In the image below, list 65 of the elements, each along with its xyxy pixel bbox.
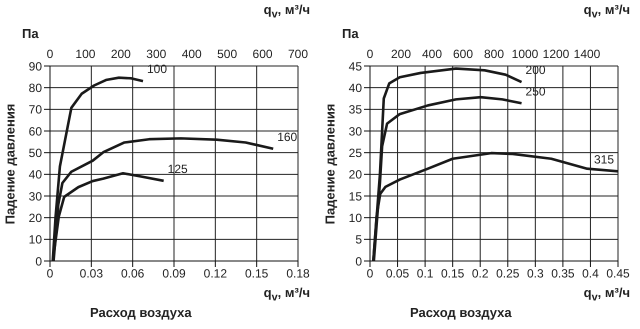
x-tick-label: 0 xyxy=(366,266,374,281)
x2-tick-label: 700 xyxy=(288,47,308,61)
x-tick-label: 0.4 xyxy=(582,266,600,281)
series-label: 160 xyxy=(277,130,298,144)
text: Па xyxy=(22,26,39,41)
y-tick-label: 35 xyxy=(348,102,362,117)
y-axis-title: Падение давления xyxy=(322,103,338,224)
x-tick-label: 0.09 xyxy=(162,266,186,281)
y-tick-label: 90 xyxy=(28,59,42,74)
series-label: 315 xyxy=(594,152,614,166)
y-tick-label: 40 xyxy=(348,80,362,95)
y-tick-label: 10 xyxy=(28,232,42,247)
y-tick-label: 0 xyxy=(355,254,362,268)
y-tick-label: 0 xyxy=(35,254,42,268)
y-tick-label: 40 xyxy=(28,168,42,182)
text: q$_{v}$, м³/ч xyxy=(264,285,310,304)
x2-tick-label: 400 xyxy=(422,47,442,61)
x-tick-label: 0.05 xyxy=(386,266,410,281)
x-axis-title: Расход воздуха xyxy=(410,305,512,320)
y-axis-title: Падение давления xyxy=(2,103,18,224)
x-axis-title: Расход воздуха xyxy=(90,305,192,320)
x-tick-label: 0.06 xyxy=(120,266,145,281)
x2-tick-label: 1200 xyxy=(542,47,570,61)
x2-tick-label: 0 xyxy=(366,47,374,61)
y-tick-label: 5 xyxy=(355,232,362,247)
x-tick-label: 0.3 xyxy=(526,266,544,281)
x-tick-label: 0.15 xyxy=(244,266,269,281)
x2-tick-label: 200 xyxy=(110,47,132,61)
x2-tick-label: 200 xyxy=(390,47,412,61)
x2-tick-label: 100 xyxy=(75,47,96,61)
x-tick-label: 0.12 xyxy=(204,266,228,281)
y-tick-label: 30 xyxy=(348,124,362,138)
x2-tick-label: 300 xyxy=(146,47,167,61)
x2-tick-label: 500 xyxy=(217,47,238,61)
text: q$_{v}$, м³/ч xyxy=(584,285,630,304)
x2-tick-label: 800 xyxy=(484,47,504,61)
x2-tick-label: 1400 xyxy=(574,47,601,61)
y-tick-label: 25 xyxy=(348,146,362,160)
x2-tick-label: 600 xyxy=(452,47,474,61)
x-tick-label: 0.15 xyxy=(440,266,465,281)
y-tick-label: 10 xyxy=(348,210,362,225)
y-tick-label: 20 xyxy=(28,210,42,225)
x2-tick-label: 400 xyxy=(182,47,202,61)
y-tick-label: 30 xyxy=(28,189,42,204)
x2-tick-label: 0 xyxy=(46,47,54,61)
x2-tick-label: 600 xyxy=(252,47,273,61)
y-tick-label: 70 xyxy=(28,102,42,117)
x-tick-label: 0.2 xyxy=(472,266,489,281)
x2-tick-label: 1000 xyxy=(512,47,539,61)
y-tick-label: 20 xyxy=(348,168,362,182)
x-tick-label: 0.1 xyxy=(416,266,434,281)
x2-axis-title: q$_{v}$, м³/ч xyxy=(264,2,310,21)
x-tick-label: 0.25 xyxy=(496,266,520,281)
x-tick-label: 0.03 xyxy=(80,266,104,281)
y-tick-label: 80 xyxy=(28,80,42,95)
x-tick-label: 0.18 xyxy=(286,266,310,281)
y-tick-label: 50 xyxy=(28,146,42,160)
y-tick-label: 45 xyxy=(348,59,362,74)
x-tick-label: 0 xyxy=(46,266,54,281)
x-tick-label: 0.35 xyxy=(551,266,575,281)
y-tick-label: 60 xyxy=(28,124,42,138)
x-tick-label: 0.45 xyxy=(606,266,630,281)
x2-axis-title: q$_{v}$, м³/ч xyxy=(584,2,630,21)
text: Па xyxy=(342,26,359,41)
y-tick-label: 15 xyxy=(348,189,362,204)
